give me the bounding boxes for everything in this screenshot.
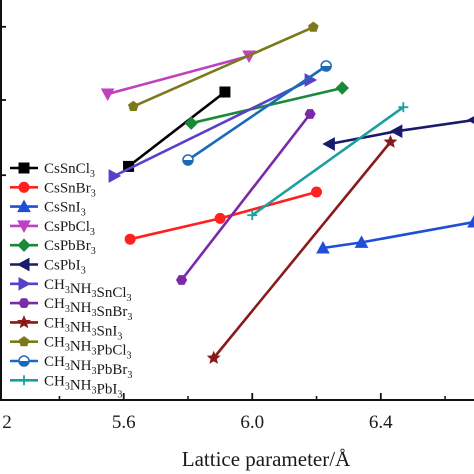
series-CH3NH3SnCl3 [108, 73, 318, 183]
series-CH3NH3PbI3 [247, 102, 409, 221]
data-point-CH3NH3PbBr3-0 [182, 154, 194, 166]
legend-marker-CsSnI3 [17, 199, 31, 213]
legend-item-CH3NH3PbBr3: CH3NH3PbBr3 [10, 354, 132, 381]
series-line-CsSnCl3 [127, 90, 226, 168]
data-point-CsSnCl3-1 [219, 86, 231, 98]
series-line-CH3NH3PbBr3 [187, 64, 327, 162]
data-point-CsPbI3-0 [322, 137, 335, 151]
legend-marker-CH3NH3PbI3 [19, 375, 29, 386]
x-axis-label: Lattice parameter/Å [182, 447, 351, 471]
legend-item-CsSnCl3: CsSnCl3 [10, 161, 95, 180]
series-line-CsPbCl3 [107, 54, 250, 96]
x-tick-label-2: 6.0 [240, 412, 264, 433]
legend-label-CH3NH3SnBr3: CH3NH3SnBr3 [44, 296, 132, 323]
data-point-CH3NH3PbCl3-1 [307, 21, 319, 32]
legend-marker-CH3NH3SnCl3 [18, 276, 32, 291]
x-tick-label-3: 6.4 [369, 412, 393, 433]
legend-item-CH3NH3SnI3: CH3NH3SnI3 [10, 315, 122, 342]
legend-marker-CsPbCl3 [17, 220, 31, 233]
data-point-CH3NH3SnI3-1 [383, 134, 398, 148]
legend-item-CsSnBr3: CsSnBr3 [10, 180, 96, 199]
data-point-CsPbBr3-1 [335, 81, 349, 95]
legend-item-CsPbBr3: CsPbBr3 [10, 238, 96, 257]
legend-item-CH3NH3SnBr3: CH3NH3SnBr3 [10, 296, 132, 323]
series-line-CH3NH3SnCl3 [113, 78, 311, 178]
data-point-CH3NH3SnBr3-1 [304, 109, 316, 119]
legend-label-CH3NH3PbBr3: CH3NH3PbBr3 [44, 354, 132, 381]
legend-label-CsPbBr3: CsPbBr3 [44, 238, 96, 257]
series-CsSnI3 [316, 214, 474, 254]
x-tick-label-0: 2 [2, 412, 12, 433]
legend-label-CsSnI3: CsSnI3 [44, 200, 86, 219]
legend-label-CH3NH3SnI3: CH3NH3SnI3 [44, 315, 122, 342]
legend-marker-CH3NH3PbBr3 [18, 355, 30, 367]
legend-marker-CH3NH3PbCl3 [18, 336, 30, 347]
plot-frame [0, 0, 474, 401]
series-CH3NH3SnI3 [206, 134, 398, 364]
data-point-CH3NH3PbI3-1 [398, 102, 409, 113]
legend-item-CsPbCl3: CsPbCl3 [10, 219, 95, 238]
data-point-CsPbCl3-0 [100, 88, 115, 102]
series-line-CH3NH3PbCl3 [132, 26, 314, 108]
series-CH3NH3SnBr3 [175, 109, 316, 285]
legend-marker-CsSnBr3 [18, 181, 30, 193]
legend-marker-CsPbI3 [16, 257, 30, 272]
data-point-CH3NH3SnBr3-0 [175, 275, 188, 285]
data-point-CH3NH3SnI3-0 [206, 350, 221, 364]
legend-label-CH3NH3PbCl3: CH3NH3PbCl3 [44, 335, 132, 362]
legend-item-CsPbI3: CsPbI3 [10, 258, 86, 277]
data-point-CsPbBr3-0 [184, 116, 198, 130]
series-CsSnBr3 [124, 186, 323, 245]
data-point-CsSnI3-2 [467, 214, 474, 228]
data-point-CH3NH3SnCl3-0 [108, 169, 122, 183]
series-line-CH3NH3PbI3 [251, 106, 405, 217]
legend-marker-CsSnCl3 [18, 162, 30, 174]
data-point-CsSnI3-1 [354, 235, 369, 248]
data-point-CH3NH3PbCl3-0 [128, 100, 139, 111]
series-line-CH3NH3SnI3 [212, 141, 392, 359]
data-point-CH3NH3PbBr3-1 [320, 60, 332, 72]
x-tick-label-1: 5.6 [112, 412, 136, 433]
legend-label-CsSnBr3: CsSnBr3 [44, 180, 96, 199]
legend-label-CsPbI3: CsPbI3 [44, 258, 86, 277]
legend-item-CH3NH3PbI3: CH3NH3PbI3 [10, 373, 122, 400]
series-layer [100, 21, 474, 364]
legend-marker-CH3NH3SnI3 [17, 315, 31, 329]
data-point-CsSnBr3-1 [214, 212, 226, 224]
legend-item-CH3NH3PbCl3: CH3NH3PbCl3 [10, 335, 132, 362]
legend-label-CsSnCl3: CsSnCl3 [44, 161, 95, 180]
legend-label-CH3NH3PbI3: CH3NH3PbI3 [44, 373, 122, 400]
series-CH3NH3PbCl3 [128, 21, 319, 111]
data-point-CsSnBr3-0 [124, 233, 136, 245]
data-point-CH3NH3PbI3-0 [247, 210, 258, 221]
legend-item-CsSnI3: CsSnI3 [10, 199, 86, 219]
x-axis: 2 5.6 6.0 6.4 [2, 393, 446, 433]
data-point-CsSnI3-0 [316, 240, 330, 254]
series-line-CH3NH3SnBr3 [180, 113, 312, 281]
legend-item-CH3NH3SnCl3: CH3NH3SnCl3 [10, 277, 132, 304]
data-point-CsSnBr3-2 [311, 186, 323, 198]
legend-marker-CsPbBr3 [17, 238, 31, 252]
legend: CsSnCl3CsSnBr3CsSnI3CsPbCl3CsPbBr3CsPbI3… [10, 161, 132, 400]
data-point-CsPbI3-1 [389, 124, 403, 139]
legend-label-CH3NH3SnCl3: CH3NH3SnCl3 [44, 277, 132, 304]
series-CsSnCl3 [123, 86, 231, 172]
legend-marker-CH3NH3SnBr3 [18, 298, 30, 308]
series-CH3NH3PbBr3 [182, 60, 332, 166]
legend-label-CsPbCl3: CsPbCl3 [44, 219, 95, 238]
